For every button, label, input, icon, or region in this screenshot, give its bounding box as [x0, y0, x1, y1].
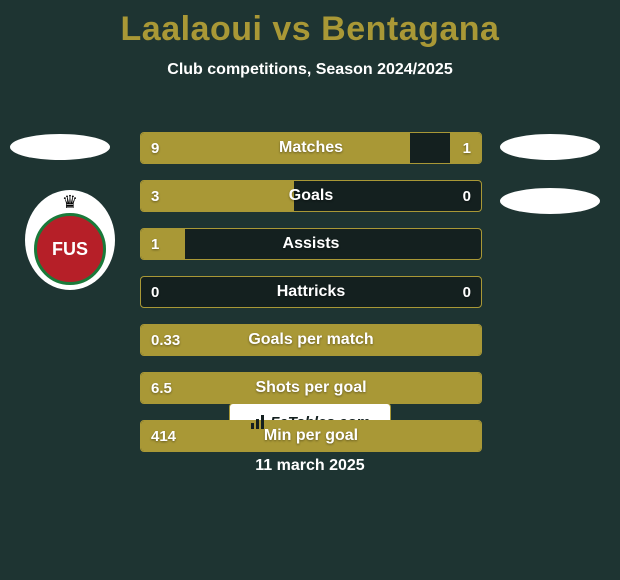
page-title: Laalaoui vs Bentagana — [0, 10, 620, 49]
stat-label: Hattricks — [141, 277, 481, 307]
bar-chart-icon — [250, 414, 266, 430]
stat-row: 00Hattricks — [140, 276, 482, 308]
subtitle: Club competitions, Season 2024/2025 — [0, 61, 620, 79]
team-badge-inner: FUS — [34, 213, 106, 285]
stat-label: Shots per goal — [141, 373, 481, 403]
stat-rows: 91Matches 30Goals 1Assists 00Hattricks 0.33G… — [140, 132, 480, 468]
team-badge-shield: ♛ FUS — [25, 190, 115, 290]
stat-row: 414Min per goal — [140, 420, 482, 452]
crown-icon: ♛ — [62, 192, 78, 213]
stat-label: Goals per match — [141, 325, 481, 355]
stat-row: 1Assists — [140, 228, 482, 260]
player-right-avatar-placeholder-2 — [500, 188, 600, 214]
team-badge-text: FUS — [52, 239, 88, 260]
stat-label: Assists — [141, 229, 481, 259]
stat-row: 6.5Shots per goal — [140, 372, 482, 404]
stat-label: Matches — [141, 133, 481, 163]
player-right-avatar-placeholder-1 — [500, 134, 600, 160]
player-left-avatar-placeholder — [10, 134, 110, 160]
stat-row: 91Matches — [140, 132, 482, 164]
team-badge: ♛ FUS — [25, 190, 115, 290]
stat-row: 30Goals — [140, 180, 482, 212]
stat-label: Goals — [141, 181, 481, 211]
comparison-card: Laalaoui vs Bentagana Club competitions,… — [0, 10, 620, 580]
stat-row: 0.33Goals per match — [140, 324, 482, 356]
stat-label: Min per goal — [141, 421, 481, 451]
